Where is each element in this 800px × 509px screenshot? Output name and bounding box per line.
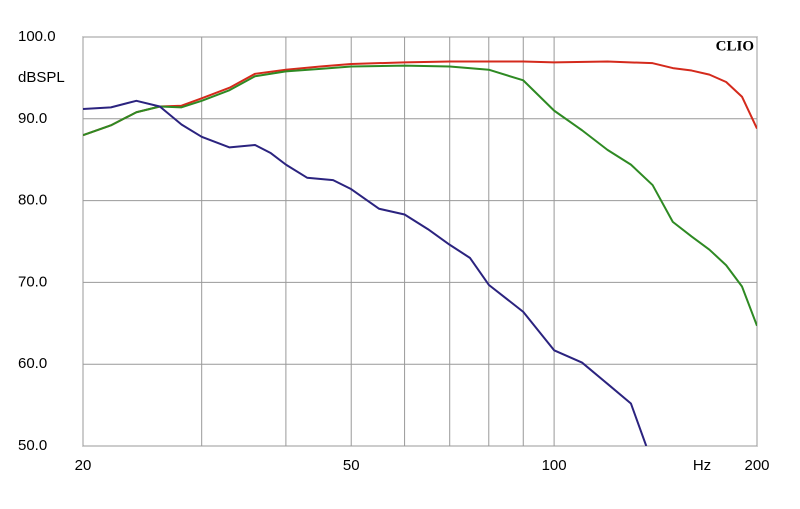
series-line <box>83 99 648 446</box>
y-tick-label: 80.0 <box>18 192 47 209</box>
y-tick-label: 100.0 <box>18 28 56 45</box>
x-axis-label: Hz <box>693 457 711 474</box>
y-tick-label: 60.0 <box>18 355 47 372</box>
y-tick-label: 50.0 <box>18 437 47 454</box>
annotation: CLIO <box>716 38 754 54</box>
plot-frame <box>82 36 758 447</box>
y-tick-label: 70.0 <box>18 273 47 290</box>
x-tick-label: 50 <box>343 457 360 474</box>
y-tick-label: 90.0 <box>18 110 47 127</box>
series-line <box>83 64 757 327</box>
series-line <box>83 60 757 137</box>
x-tick-label: 100 <box>542 457 567 474</box>
x-tick-label: 200 <box>744 457 769 474</box>
y-axis-label: dBSPL <box>18 69 65 86</box>
x-tick-label: 20 <box>75 457 92 474</box>
